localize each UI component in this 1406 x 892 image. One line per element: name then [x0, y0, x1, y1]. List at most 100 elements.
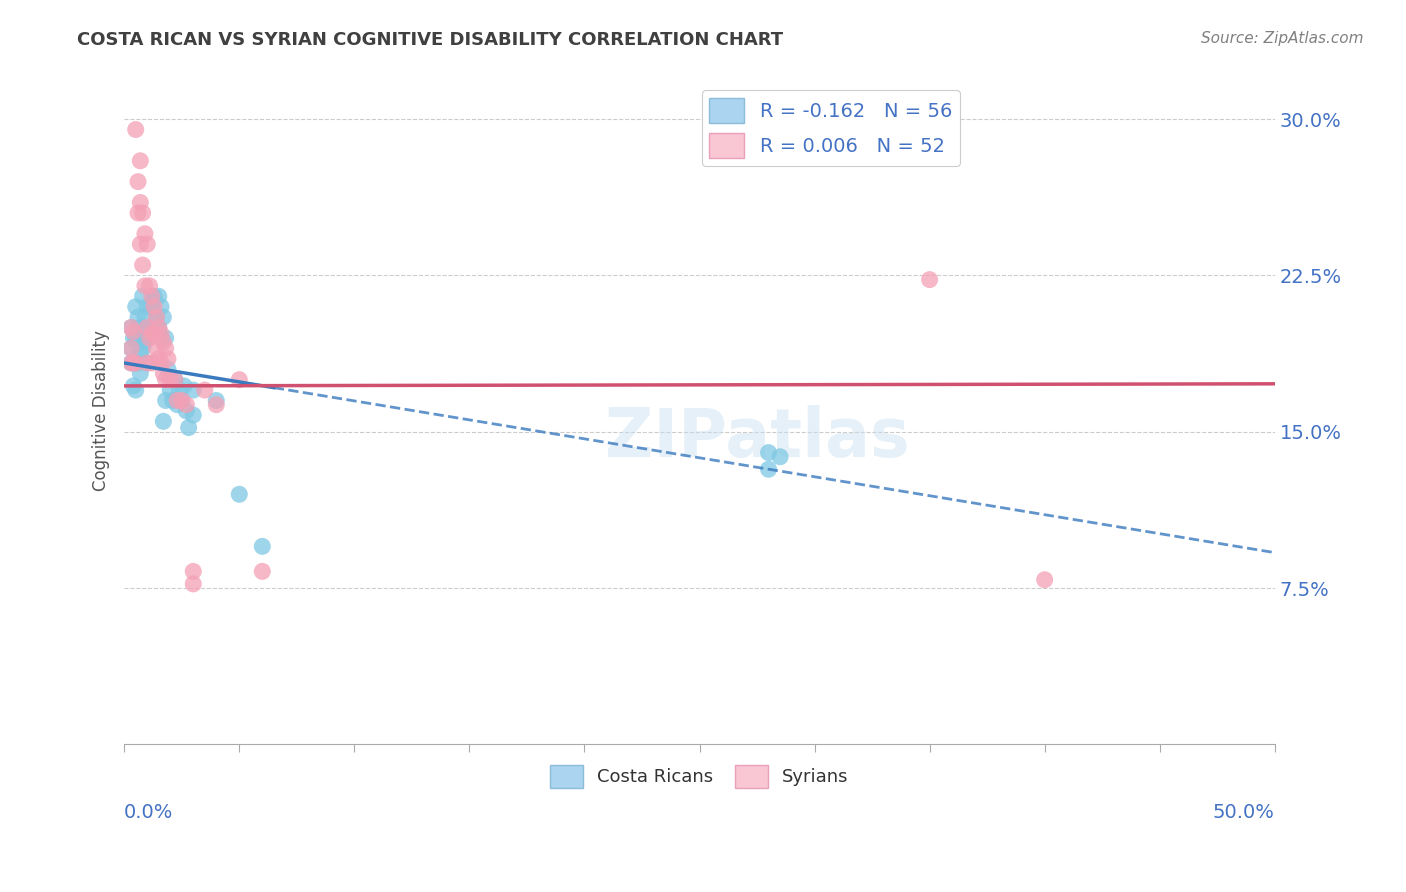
- Point: [145, 342, 167, 356]
- Point: [125, 300, 148, 314]
- Point: [166, 398, 188, 412]
- Point: [150, 326, 173, 341]
- Point: [122, 356, 145, 370]
- Point: [125, 356, 148, 370]
- Point: [120, 342, 142, 356]
- Point: [136, 356, 159, 370]
- Point: [152, 367, 174, 381]
- Point: [134, 227, 156, 241]
- Point: [181, 565, 204, 579]
- Point: [131, 289, 153, 303]
- Point: [170, 393, 193, 408]
- Point: [129, 367, 152, 381]
- Text: 0.0%: 0.0%: [124, 803, 173, 822]
- Point: [769, 450, 792, 464]
- Point: [205, 398, 228, 412]
- Point: [143, 289, 166, 303]
- Point: [129, 345, 152, 359]
- Point: [150, 331, 173, 345]
- Point: [131, 258, 153, 272]
- Point: [148, 320, 170, 334]
- Point: [205, 393, 228, 408]
- Point: [129, 237, 152, 252]
- Point: [136, 300, 159, 314]
- Point: [127, 175, 149, 189]
- Point: [169, 383, 191, 397]
- Text: ZIPatlas: ZIPatlas: [605, 405, 910, 471]
- Point: [159, 383, 181, 397]
- Point: [156, 362, 179, 376]
- Point: [125, 383, 148, 397]
- Point: [134, 310, 156, 325]
- Point: [181, 577, 204, 591]
- Point: [141, 289, 163, 303]
- Point: [176, 398, 198, 412]
- Point: [136, 356, 159, 370]
- Point: [120, 356, 142, 370]
- Point: [150, 300, 173, 314]
- Point: [141, 300, 163, 314]
- Point: [177, 420, 200, 434]
- Point: [758, 462, 780, 476]
- Point: [181, 383, 204, 397]
- Point: [143, 326, 166, 341]
- Point: [155, 393, 177, 408]
- Point: [152, 414, 174, 428]
- Point: [159, 373, 181, 387]
- Point: [129, 195, 152, 210]
- Point: [125, 122, 148, 136]
- Point: [155, 342, 177, 356]
- Point: [141, 326, 163, 341]
- Point: [170, 393, 193, 408]
- Point: [120, 356, 142, 370]
- Point: [125, 331, 148, 345]
- Point: [122, 356, 145, 370]
- Point: [145, 310, 167, 325]
- Point: [228, 373, 250, 387]
- Point: [122, 325, 145, 339]
- Point: [129, 320, 152, 334]
- Point: [134, 278, 156, 293]
- Point: [138, 320, 160, 334]
- Point: [141, 326, 163, 341]
- Point: [131, 342, 153, 356]
- Point: [131, 206, 153, 220]
- Point: [136, 331, 159, 345]
- Point: [758, 445, 780, 459]
- Point: [148, 351, 170, 366]
- Point: [252, 540, 274, 554]
- Point: [152, 310, 174, 325]
- Point: [918, 272, 941, 286]
- Point: [173, 379, 195, 393]
- Point: [125, 356, 148, 370]
- Point: [129, 153, 152, 168]
- Point: [194, 383, 217, 397]
- Point: [166, 393, 188, 408]
- Text: 50.0%: 50.0%: [1213, 803, 1275, 822]
- Y-axis label: Cognitive Disability: Cognitive Disability: [93, 330, 110, 491]
- Point: [1033, 573, 1056, 587]
- Point: [134, 335, 156, 350]
- Point: [252, 565, 274, 579]
- Point: [150, 356, 173, 370]
- Point: [127, 335, 149, 350]
- Point: [143, 320, 166, 334]
- Point: [163, 373, 186, 387]
- Point: [148, 320, 170, 334]
- Point: [143, 300, 166, 314]
- Point: [136, 237, 159, 252]
- Point: [148, 289, 170, 303]
- Point: [120, 320, 142, 334]
- Point: [176, 404, 198, 418]
- Point: [181, 408, 204, 422]
- Point: [127, 356, 149, 370]
- Point: [152, 335, 174, 350]
- Point: [156, 351, 179, 366]
- Point: [141, 356, 163, 370]
- Point: [127, 206, 149, 220]
- Point: [138, 278, 160, 293]
- Legend: Costa Ricans, Syrians: Costa Ricans, Syrians: [543, 757, 856, 796]
- Point: [155, 373, 177, 387]
- Point: [136, 320, 159, 334]
- Point: [127, 310, 149, 325]
